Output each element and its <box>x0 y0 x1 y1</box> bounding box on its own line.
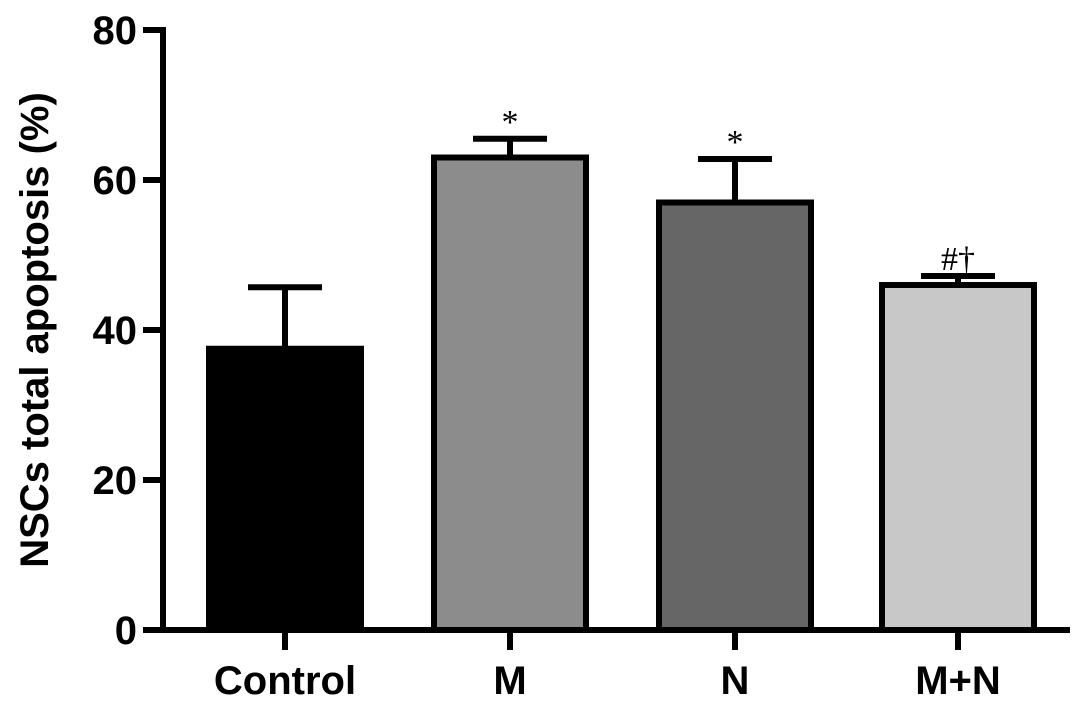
x-tick-label: N <box>721 659 750 703</box>
plot-area: * * #† 0 20 40 60 80 Control M N M+N <box>93 9 1070 703</box>
y-tick-label: 60 <box>93 159 138 203</box>
x-tick-label: M+N <box>915 659 1001 703</box>
y-tick-label: 80 <box>93 9 138 53</box>
significance-marker: #† <box>941 241 975 278</box>
y-tick-label: 40 <box>93 309 138 353</box>
bar-m <box>431 154 589 633</box>
x-tick-label: M <box>493 659 526 703</box>
significance-marker: * <box>502 104 519 141</box>
y-tick-label: 0 <box>115 609 137 653</box>
bar-m-n <box>879 282 1037 633</box>
x-tick-label: Control <box>214 659 356 703</box>
significance-marker: * <box>727 124 744 161</box>
y-tick-label: 20 <box>93 459 138 503</box>
bar-control <box>206 345 364 633</box>
bar-n <box>656 199 814 633</box>
y-axis-title: NSCs total apoptosis (%) <box>13 92 57 568</box>
